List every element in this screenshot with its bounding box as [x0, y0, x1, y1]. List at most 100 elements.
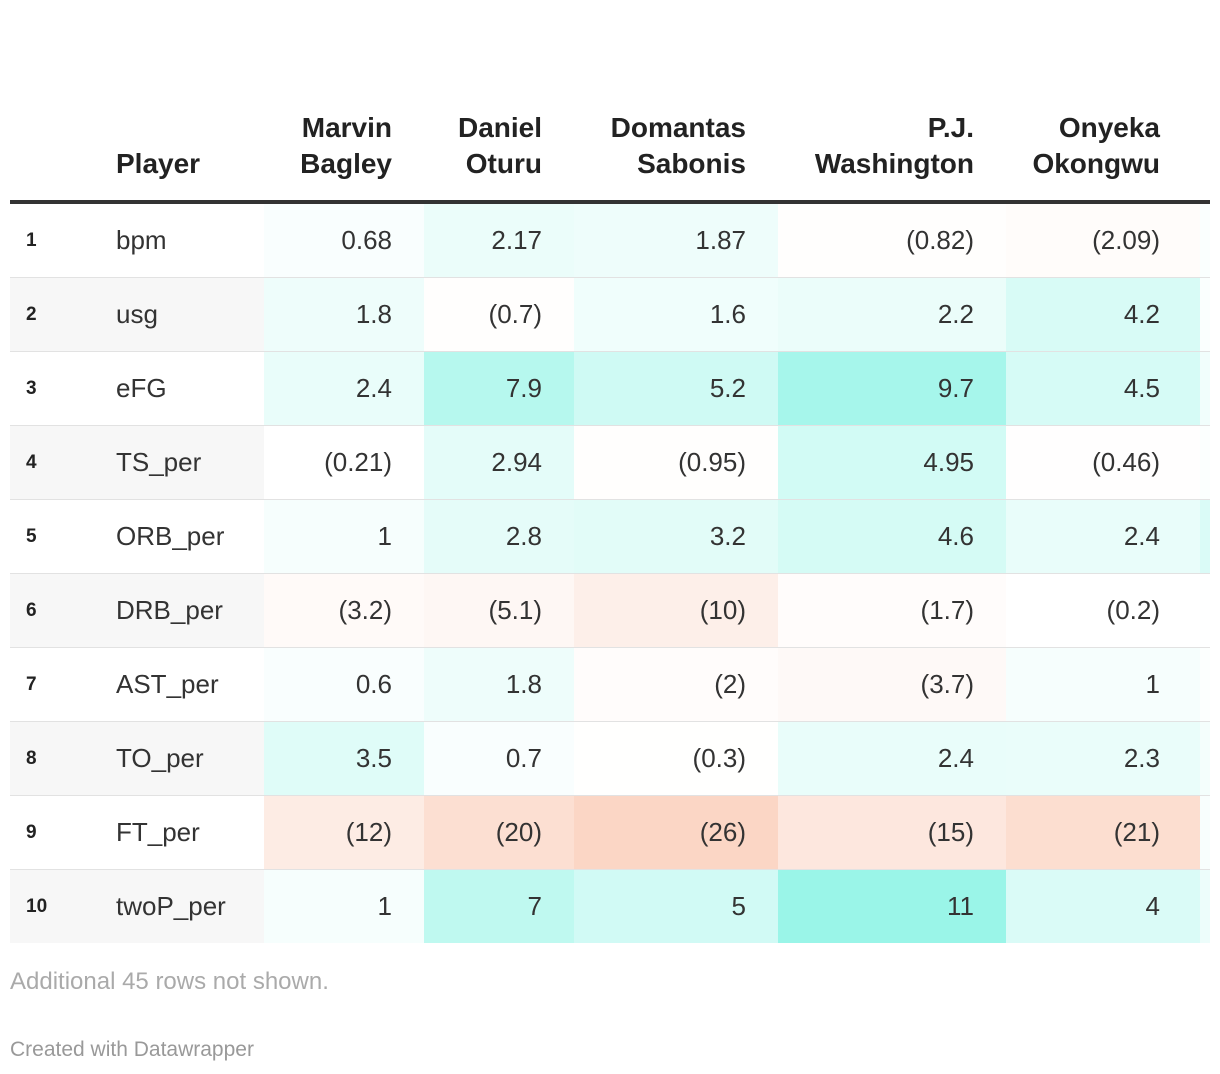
value-cell-pj-washington: 11 — [778, 869, 1006, 943]
comparison-table: Player Marvin Bagley Daniel Oturu Domant… — [10, 110, 1210, 943]
row-rank: 2 — [26, 304, 37, 325]
value-cell-domantas-sabonis: 5.2 — [574, 351, 778, 426]
value-cell-domantas-sabonis: 3.2 — [574, 499, 778, 574]
value-cell-onyeka-okongwu: 4 — [1006, 869, 1200, 943]
cutoff-column-cell — [1200, 277, 1210, 352]
column-header-domantas-sabonis[interactable]: Domantas Sabonis — [574, 110, 778, 204]
value-cell-marvin-bagley: 0.68 — [264, 202, 424, 278]
value-cell-onyeka-okongwu: 1 — [1006, 647, 1200, 722]
table-row: 5 ORB_per 1 2.8 3.2 4.6 2.4 — [10, 499, 1210, 574]
table-row: 2 usg 1.8 (0.7) 1.6 2.2 4.2 — [10, 277, 1210, 352]
value-cell-daniel-oturu: (20) — [424, 795, 574, 870]
value-cell-pj-washington: 9.7 — [778, 351, 1006, 426]
value-cell-marvin-bagley: (12) — [264, 795, 424, 870]
stat-label: DRB_per — [116, 595, 223, 625]
table-row: 1 bpm 0.68 2.17 1.87 (0.82) (2.09) — [10, 202, 1210, 278]
value-cell-domantas-sabonis: 1.87 — [574, 202, 778, 278]
value-cell-daniel-oturu: 2.8 — [424, 499, 574, 574]
value-cell-pj-washington: 2.4 — [778, 721, 1006, 796]
value-cell-marvin-bagley: 0.6 — [264, 647, 424, 722]
value-cell-pj-washington: (3.7) — [778, 647, 1006, 722]
value-cell-onyeka-okongwu: 2.4 — [1006, 499, 1200, 574]
player-cell: 1 bpm — [10, 202, 264, 278]
table-row: 6 DRB_per (3.2) (5.1) (10) (1.7) (0.2) — [10, 573, 1210, 648]
value-cell-daniel-oturu: 2.17 — [424, 202, 574, 278]
player-cell: 8 TO_per — [10, 721, 264, 796]
column-header-pj-washington[interactable]: P.J. Washington — [778, 110, 1006, 204]
stat-label: TO_per — [116, 743, 204, 773]
value-cell-domantas-sabonis: (0.95) — [574, 425, 778, 500]
header-row: Player Marvin Bagley Daniel Oturu Domant… — [10, 110, 1210, 204]
player-cell: 4 TS_per — [10, 425, 264, 500]
stat-label: eFG — [116, 373, 167, 403]
value-cell-marvin-bagley: (0.21) — [264, 425, 424, 500]
value-cell-domantas-sabonis: (0.3) — [574, 721, 778, 796]
value-cell-marvin-bagley: 1 — [264, 869, 424, 943]
table-row: 7 AST_per 0.6 1.8 (2) (3.7) 1 — [10, 647, 1210, 722]
row-rank: 4 — [26, 452, 37, 473]
value-cell-daniel-oturu: 7 — [424, 869, 574, 943]
column-header-marvin-bagley[interactable]: Marvin Bagley — [264, 110, 424, 204]
cutoff-column-cell — [1200, 795, 1210, 870]
cutoff-column-cell — [1200, 425, 1210, 500]
column-header-onyeka-okongwu[interactable]: Onyeka Okongwu — [1006, 110, 1200, 204]
value-cell-daniel-oturu: 7.9 — [424, 351, 574, 426]
value-cell-marvin-bagley: (3.2) — [264, 573, 424, 648]
table-row: 4 TS_per (0.21) 2.94 (0.95) 4.95 (0.46) — [10, 425, 1210, 500]
player-cell: 7 AST_per — [10, 647, 264, 722]
player-cell: 5 ORB_per — [10, 499, 264, 574]
table-row: 9 FT_per (12) (20) (26) (15) (21) — [10, 795, 1210, 870]
row-rank: 1 — [26, 230, 37, 251]
value-cell-onyeka-okongwu: 4.5 — [1006, 351, 1200, 426]
row-rank: 7 — [26, 674, 37, 695]
player-cell: 6 DRB_per — [10, 573, 264, 648]
table-row: 3 eFG 2.4 7.9 5.2 9.7 4.5 — [10, 351, 1210, 426]
row-rank: 3 — [26, 378, 37, 399]
value-cell-marvin-bagley: 3.5 — [264, 721, 424, 796]
value-cell-pj-washington: 4.95 — [778, 425, 1006, 500]
row-rank: 9 — [26, 822, 37, 843]
value-cell-pj-washington: (1.7) — [778, 573, 1006, 648]
row-rank: 10 — [26, 896, 48, 917]
created-with-credit[interactable]: Created with Datawrapper — [10, 1038, 254, 1061]
rows-not-shown-note: Additional 45 rows not shown. — [10, 968, 329, 995]
stat-label: ORB_per — [116, 521, 225, 551]
column-header-cutoff — [1200, 110, 1210, 204]
value-cell-onyeka-okongwu: 2.3 — [1006, 721, 1200, 796]
value-cell-pj-washington: 4.6 — [778, 499, 1006, 574]
value-cell-daniel-oturu: 1.8 — [424, 647, 574, 722]
value-cell-domantas-sabonis: (10) — [574, 573, 778, 648]
value-cell-pj-washington: (15) — [778, 795, 1006, 870]
value-cell-domantas-sabonis: (26) — [574, 795, 778, 870]
stat-label: FT_per — [116, 817, 200, 847]
player-cell: 2 usg — [10, 277, 264, 352]
row-rank: 6 — [26, 600, 37, 621]
player-cell: 9 FT_per — [10, 795, 264, 870]
stat-label: usg — [116, 299, 158, 329]
table-row: 10 twoP_per 1 7 5 11 4 — [10, 869, 1210, 943]
value-cell-daniel-oturu: (0.7) — [424, 277, 574, 352]
stat-label: AST_per — [116, 669, 219, 699]
value-cell-daniel-oturu: 2.94 — [424, 425, 574, 500]
cutoff-column-cell — [1200, 573, 1210, 648]
cutoff-column-cell — [1200, 499, 1210, 574]
column-header-player[interactable]: Player — [10, 110, 264, 204]
stat-label: TS_per — [116, 447, 202, 477]
value-cell-pj-washington: (0.82) — [778, 202, 1006, 278]
stat-label: twoP_per — [116, 891, 226, 921]
table-body: 1 bpm 0.68 2.17 1.87 (0.82) (2.09) 2 usg 1.8 (0.7)… — [10, 202, 1210, 943]
value-cell-onyeka-okongwu: (0.46) — [1006, 425, 1200, 500]
value-cell-marvin-bagley: 1.8 — [264, 277, 424, 352]
value-cell-onyeka-okongwu: (2.09) — [1006, 202, 1200, 278]
player-cell: 3 eFG — [10, 351, 264, 426]
value-cell-domantas-sabonis: (2) — [574, 647, 778, 722]
value-cell-onyeka-okongwu: (0.2) — [1006, 573, 1200, 648]
column-header-daniel-oturu[interactable]: Daniel Oturu — [424, 110, 574, 204]
cutoff-column-cell — [1200, 869, 1210, 943]
row-rank: 8 — [26, 748, 37, 769]
cutoff-column-cell — [1200, 351, 1210, 426]
value-cell-domantas-sabonis: 1.6 — [574, 277, 778, 352]
cutoff-column-cell — [1200, 647, 1210, 722]
value-cell-daniel-oturu: (5.1) — [424, 573, 574, 648]
value-cell-onyeka-okongwu: (21) — [1006, 795, 1200, 870]
